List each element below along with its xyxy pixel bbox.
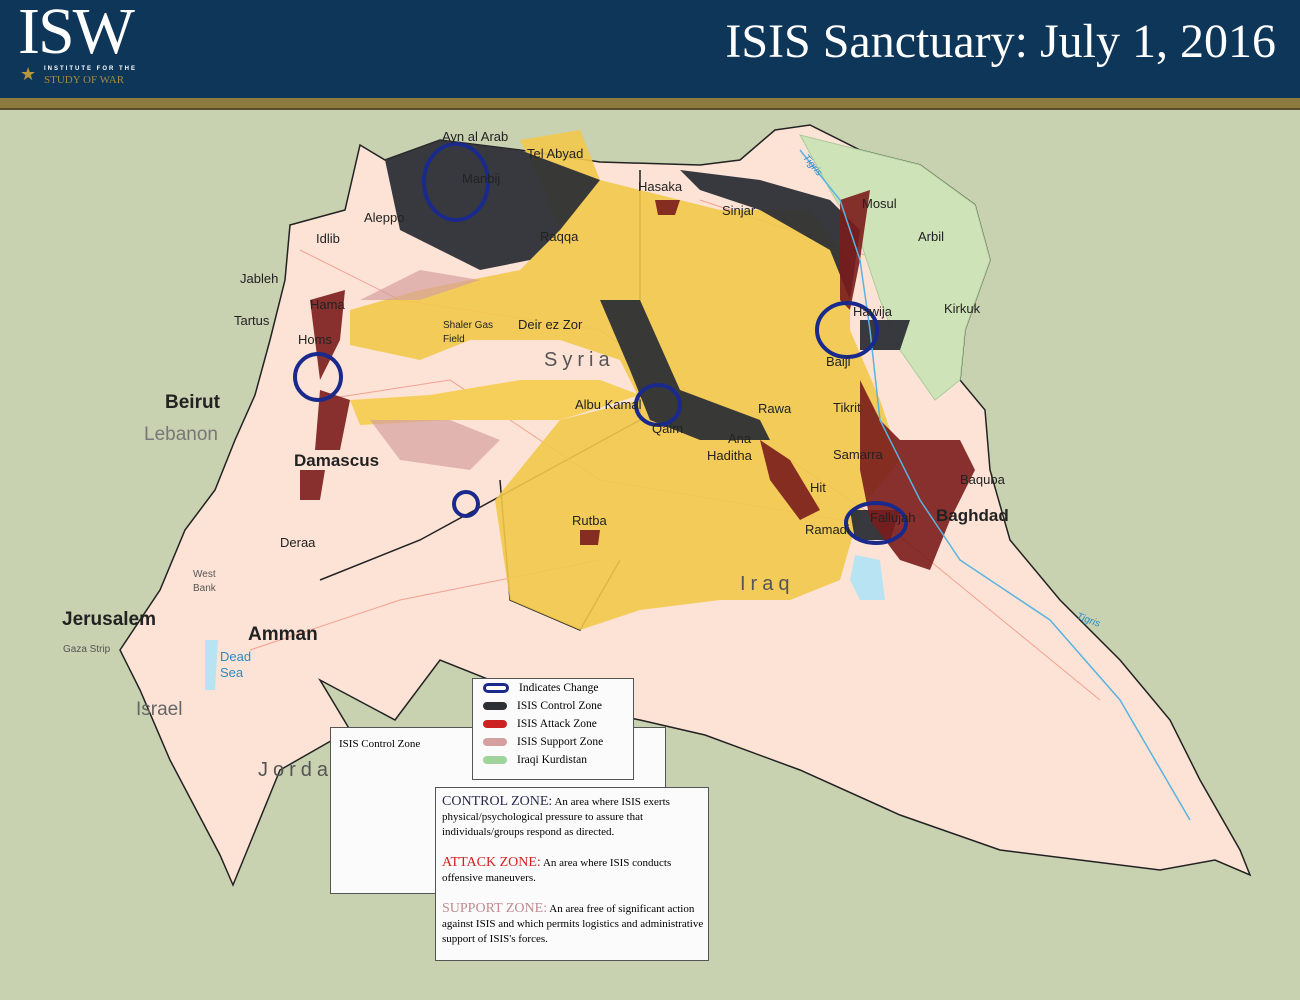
map-label: Tartus xyxy=(234,313,270,328)
map-label: Ayn al Arab xyxy=(442,129,509,144)
map-label: Rutba xyxy=(572,513,607,528)
definition-control: CONTROL ZONE: An area where ISIS exerts … xyxy=(442,794,704,840)
header-stripe xyxy=(0,98,1300,110)
definition-text: An area free of significant action again… xyxy=(442,903,704,945)
map-label: Idlib xyxy=(316,231,340,246)
map-label: Albu Kamal xyxy=(575,397,642,412)
legend-item: ISIS Control Zone xyxy=(473,697,633,715)
map-label: Shaler Gas Field xyxy=(443,320,494,345)
swatch-icon xyxy=(483,738,507,746)
city-beirut: Beirut xyxy=(165,392,220,413)
map-label: Haditha xyxy=(707,448,752,463)
map-title: ISIS Sanctuary: July 1, 2016 xyxy=(725,15,1276,68)
ring-icon xyxy=(483,683,509,693)
map-label: Rawa xyxy=(758,401,792,416)
control-zone xyxy=(385,140,910,540)
change-ring-hawija xyxy=(815,301,879,359)
isw-logo: ISW xyxy=(18,0,135,68)
support-zone xyxy=(360,270,500,470)
header-bar: ISW ★ INSTITUTE FOR THE STUDY OF WAR ISI… xyxy=(0,0,1300,98)
map-canvas xyxy=(119,124,1252,887)
legend-item: ISIS Support Zone xyxy=(473,733,633,751)
change-ring-qaim xyxy=(634,383,682,427)
legend-back-label: ISIS Control Zone xyxy=(339,738,421,750)
legend-label: Iraqi Kurdistan xyxy=(517,754,587,766)
legend-label: Indicates Change xyxy=(519,682,599,694)
map-label: Sinjar xyxy=(722,203,756,218)
swatch-icon xyxy=(483,720,507,728)
legend-label: ISIS Control Zone xyxy=(517,700,602,712)
city-damascus: Damascus xyxy=(294,451,380,470)
map-label: Gaza Strip xyxy=(63,644,111,655)
map-label: Tel Abyad xyxy=(527,146,584,161)
map-label: Hawija xyxy=(853,304,893,319)
map-label: Hit xyxy=(810,480,826,495)
map-label: Kirkuk xyxy=(944,301,981,316)
sanctuary-west xyxy=(350,380,640,425)
city-baghdad: Baghdad xyxy=(936,506,1009,525)
map-label: Hasaka xyxy=(638,179,683,194)
definition-text: An area where ISIS exerts physical/psych… xyxy=(442,796,670,838)
swatch-icon xyxy=(483,756,507,764)
country-israel: Israel xyxy=(136,699,183,720)
swatch-icon xyxy=(483,702,507,710)
map-label: Mosul xyxy=(862,196,897,211)
map-label: Ana xyxy=(728,431,752,446)
map-label: Aleppo xyxy=(364,210,405,225)
map-label: Raqqa xyxy=(540,229,579,244)
map-label: Samarra xyxy=(833,447,883,462)
map-label: Deraa xyxy=(280,535,316,550)
map-label: Homs xyxy=(298,332,332,347)
legend-item: ISIS Attack Zone xyxy=(473,715,633,733)
definition-term: SUPPORT ZONE: xyxy=(442,901,548,916)
legend-label: ISIS Support Zone xyxy=(517,736,604,748)
map-label: Tikrit xyxy=(833,400,861,415)
change-ring-fallujah xyxy=(844,501,908,545)
definition-support: SUPPORT ZONE: An area free of significan… xyxy=(442,901,704,947)
tigris-river xyxy=(799,149,1191,821)
definition-term: CONTROL ZONE: xyxy=(442,794,553,809)
map-label: West Bank xyxy=(193,569,216,594)
city-amman: Amman xyxy=(248,624,318,645)
change-ring-homs xyxy=(293,352,343,402)
country-jordan: Jordan xyxy=(258,759,350,781)
legend-item: Iraqi Kurdistan xyxy=(473,751,633,769)
logo-line2: STUDY OF WAR xyxy=(44,74,125,86)
map-label: Fallujah xyxy=(870,510,916,525)
definition-term: ATTACK ZONE: xyxy=(442,855,541,870)
legend-label: ISIS Attack Zone xyxy=(517,718,597,730)
change-ring-border xyxy=(452,490,480,518)
map-label: Ramadi xyxy=(805,522,850,537)
map-label: Jableh xyxy=(240,271,279,286)
map-label: Dead Sea xyxy=(220,649,252,680)
map-label: Baiji xyxy=(826,354,851,369)
map-label: Deir ez Zor xyxy=(518,317,583,332)
change-indicators xyxy=(293,142,908,545)
definition-attack: ATTACK ZONE: An area where ISIS conducts… xyxy=(442,855,704,886)
zone-definitions: CONTROL ZONE: An area where ISIS exerts … xyxy=(435,787,709,961)
map-label: Qaim xyxy=(652,421,684,436)
city-jerusalem: Jerusalem xyxy=(62,609,157,630)
star-icon: ★ xyxy=(20,64,37,84)
map-label: Arbil xyxy=(918,229,945,244)
legend-item: Indicates Change xyxy=(473,679,633,697)
attack-zone xyxy=(300,190,975,570)
definition-text: An area where ISIS conducts offensive ma… xyxy=(442,857,672,884)
country-iraq: Iraq xyxy=(740,573,795,595)
map-label: Hama xyxy=(310,297,345,312)
country-syria: Syria xyxy=(544,349,615,371)
sanctuary-zone xyxy=(350,130,900,630)
map-legend: Indicates Change ISIS Control Zone ISIS … xyxy=(472,678,634,780)
change-ring-manbij xyxy=(422,142,490,222)
logo-line1: INSTITUTE FOR THE xyxy=(44,66,137,72)
map-label: Baquba xyxy=(960,472,1005,487)
map-label: Manbij xyxy=(462,171,501,186)
country-lebanon: Lebanon xyxy=(144,424,218,445)
